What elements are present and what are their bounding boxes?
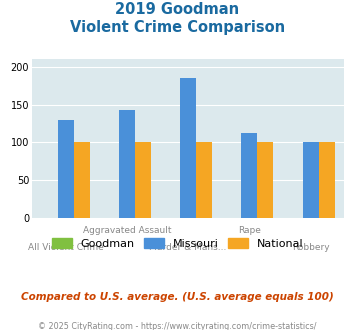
Bar [196, 142, 212, 218]
Bar [119, 110, 135, 218]
Bar [58, 120, 73, 218]
Text: All Violent Crime: All Violent Crime [28, 243, 104, 251]
Bar [319, 142, 334, 218]
Text: Rape: Rape [238, 226, 261, 235]
Text: Robbery: Robbery [292, 243, 329, 251]
Bar [73, 142, 89, 218]
Text: Compared to U.S. average. (U.S. average equals 100): Compared to U.S. average. (U.S. average … [21, 292, 334, 302]
Text: Violent Crime Comparison: Violent Crime Comparison [70, 20, 285, 35]
Text: Aggravated Assault: Aggravated Assault [83, 226, 171, 235]
Bar [135, 142, 151, 218]
Text: Murder & Mans...: Murder & Mans... [149, 243, 227, 251]
Bar [257, 142, 273, 218]
Legend: Goodman, Missouri, National: Goodman, Missouri, National [48, 234, 307, 253]
Bar [303, 142, 319, 218]
Text: © 2025 CityRating.com - https://www.cityrating.com/crime-statistics/: © 2025 CityRating.com - https://www.city… [38, 322, 317, 330]
Bar [241, 133, 257, 218]
Text: 2019 Goodman: 2019 Goodman [115, 2, 240, 16]
Bar [180, 78, 196, 218]
